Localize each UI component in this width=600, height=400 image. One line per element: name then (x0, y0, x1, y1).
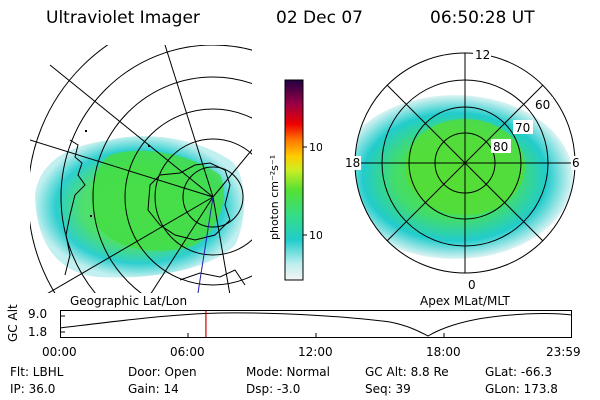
info-glon: GLon: 173.8 (485, 382, 558, 396)
intensity-colorbar: 100 10 photon cm⁻²s⁻¹ (268, 79, 322, 281)
info-gc-alt: GC Alt: 8.8 Re (365, 365, 449, 379)
observation-date: 02 Dec 07 (276, 8, 363, 28)
mlt-label-18: 18 (345, 156, 360, 170)
altitude-axis-label: GC Alt (6, 304, 20, 342)
instrument-title: Ultraviolet Imager (46, 8, 200, 28)
apex-label: Apex MLat/MLT (420, 294, 510, 308)
instrument-info: Flt: LBHL IP: 36.0 Door: Open Gain: 14 M… (0, 364, 600, 400)
geographic-map (30, 45, 252, 293)
info-seq: Seq: 39 (365, 382, 411, 396)
colorbar-tick-10: 10 (309, 229, 322, 242)
mlat-label-60: 60 (535, 98, 550, 112)
mlat-label-70: 70 (515, 121, 530, 135)
time-tick-0: 00:00 (42, 345, 77, 359)
altitude-tick-high: 9.0 (28, 307, 48, 321)
time-tick-2: 12:00 (298, 345, 333, 359)
colorbar-tick-100: 100 (309, 141, 322, 154)
observation-time: 06:50:28 UT (430, 8, 535, 28)
colorbar-scale (284, 79, 304, 281)
mlt-label-0: 0 (468, 278, 476, 292)
geographic-label: Geographic Lat/Lon (70, 294, 188, 308)
info-door: Door: Open (128, 365, 197, 379)
time-tick-1: 06:00 (170, 345, 205, 359)
mlt-label-12: 12 (475, 48, 490, 62)
altitude-curve (60, 312, 572, 337)
mlt-label-6: 6 (572, 156, 580, 170)
altitude-plot (60, 310, 572, 338)
time-tick-3: 18:00 (426, 345, 461, 359)
info-ip: IP: 36.0 (10, 382, 56, 396)
colorbar-unit-label: photon cm⁻²s⁻¹ (268, 155, 281, 240)
info-dsp: Dsp: -3.0 (246, 382, 301, 396)
time-tick-4: 23:59 (546, 345, 581, 359)
apex-polar-plot: 12 18 6 0 60 70 80 (343, 47, 581, 292)
info-filter: Flt: LBHL (10, 365, 64, 379)
info-glat: GLat: -66.3 (485, 365, 552, 379)
mlat-label-80: 80 (493, 140, 508, 154)
info-mode: Mode: Normal (246, 365, 330, 379)
altitude-tick-low: 1.8 (28, 325, 48, 339)
info-gain: Gain: 14 (128, 382, 179, 396)
